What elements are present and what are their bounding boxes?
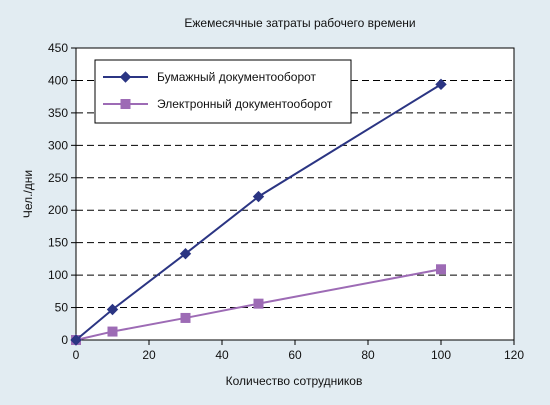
x-tick-label: 100 [431, 348, 451, 362]
y-tick-label: 350 [48, 106, 68, 120]
y-tick-label: 200 [48, 203, 68, 217]
data-point [179, 247, 192, 260]
legend-label: Электронный документооборот [157, 97, 333, 111]
y-tick-label: 300 [48, 138, 68, 152]
legend-item: Электронный документооборот [103, 97, 333, 111]
y-tick-label: 150 [48, 236, 68, 250]
axis-layer: 0 50 100 150 200 250 300 350 400 450 0 20 40 60 80 100 1… [48, 41, 524, 362]
x-axis-title: Количество сотрудников [226, 374, 363, 388]
series-layer [70, 78, 447, 346]
data-point [107, 326, 118, 337]
x-tick-label: 80 [361, 348, 375, 362]
chart-title: Ежемесячные затраты рабочего времени [184, 16, 415, 30]
y-tick-label: 450 [48, 41, 68, 55]
y-tick-label: 50 [55, 301, 69, 315]
x-tick-label: 0 [73, 348, 80, 362]
legend-label: Бумажный документооборот [157, 70, 317, 84]
y-axis-title: Чел./дни [21, 170, 35, 218]
legend-marker [120, 99, 131, 109]
y-tick-label: 400 [48, 73, 68, 87]
data-point [253, 298, 264, 309]
x-tick-label: 120 [504, 348, 524, 362]
data-point [70, 334, 82, 346]
data-point [436, 264, 446, 275]
data-point [180, 312, 191, 323]
y-tick-label: 100 [48, 268, 68, 282]
legend-marker [119, 71, 132, 83]
x-tick-label: 60 [288, 348, 302, 362]
data-point [106, 303, 119, 316]
data-point [435, 78, 447, 91]
y-tick-label: 250 [48, 171, 68, 185]
legend-box [94, 59, 352, 124]
x-tick-label: 20 [142, 348, 156, 362]
x-tick-label: 40 [215, 348, 229, 362]
y-tick-label: 0 [61, 333, 68, 347]
data-point [252, 190, 265, 203]
legend: Бумажный документооборот Электронный доку… [94, 59, 352, 124]
legend-item: Бумажный документооборот [103, 70, 317, 84]
series-0 [70, 78, 447, 346]
